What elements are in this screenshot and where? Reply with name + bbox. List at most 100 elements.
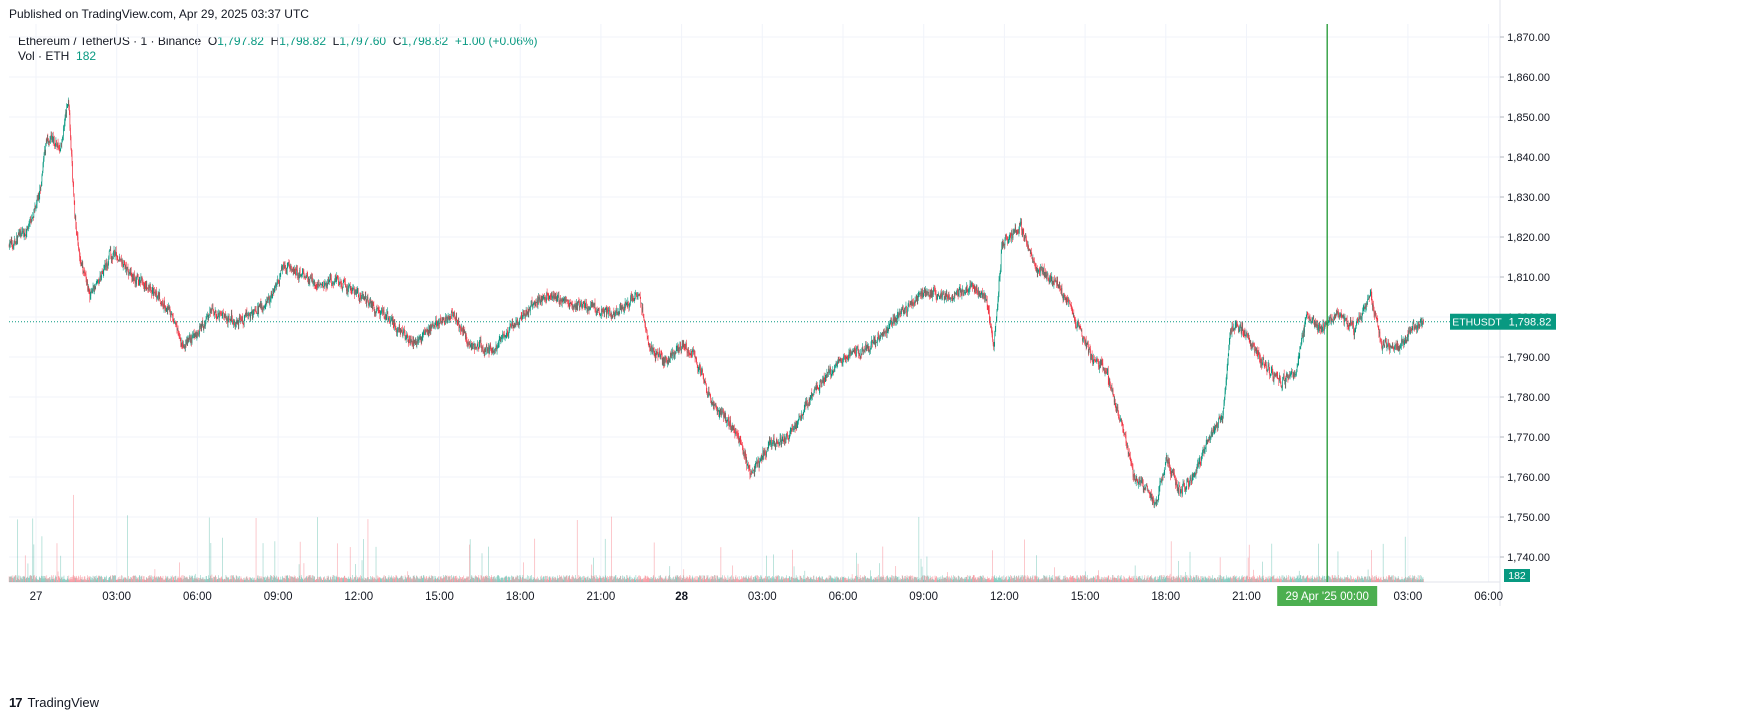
volume-bar xyxy=(53,578,55,582)
volume-bar xyxy=(990,579,991,582)
volume-bar xyxy=(462,579,464,582)
candle-body xyxy=(119,257,120,261)
volume-bar xyxy=(375,546,377,582)
candle-body xyxy=(614,312,615,317)
volume-bar xyxy=(879,577,881,582)
candle-body xyxy=(473,344,475,345)
volume-bar xyxy=(511,575,513,582)
candle-body xyxy=(346,286,347,291)
candle-body xyxy=(510,325,512,327)
candle-body xyxy=(327,283,328,286)
candle-body xyxy=(585,303,586,307)
volume-bar xyxy=(134,575,135,582)
volume-bar xyxy=(696,579,697,582)
candle-body xyxy=(331,283,333,284)
volume-bar xyxy=(920,579,921,582)
volume-bar xyxy=(697,577,699,582)
volume-bar xyxy=(1237,578,1238,582)
volume-bar xyxy=(484,576,486,582)
volume-bar xyxy=(1012,578,1013,582)
volume-bar xyxy=(1322,575,1323,582)
volume-bar xyxy=(1022,575,1024,582)
volume-bar xyxy=(921,566,923,582)
volume-bar xyxy=(111,578,113,582)
volume-bar xyxy=(982,577,983,582)
candle-body xyxy=(250,314,251,319)
volume-bar xyxy=(1086,579,1088,582)
volume-bar xyxy=(858,576,860,582)
volume-bar xyxy=(1015,579,1016,582)
volume-bar xyxy=(1360,577,1362,582)
volume-bar xyxy=(420,578,421,582)
volume-bar xyxy=(538,579,540,582)
volume-bar xyxy=(787,578,789,582)
volume-bar xyxy=(1204,579,1205,582)
candle-body xyxy=(204,325,206,326)
volume-bar xyxy=(540,576,541,582)
volume-bar xyxy=(378,578,380,582)
volume-bar xyxy=(1410,578,1411,582)
volume-bar xyxy=(1036,576,1038,582)
candle-body xyxy=(622,306,624,310)
volume-bar xyxy=(81,579,83,582)
volume-bar xyxy=(421,578,423,582)
volume-bar xyxy=(1074,578,1075,582)
volume-bar xyxy=(1253,569,1254,582)
candle-body xyxy=(162,302,164,306)
volume-bar xyxy=(1291,579,1292,582)
volume-bar xyxy=(37,579,39,582)
volume-bar xyxy=(661,577,663,582)
volume-bar xyxy=(700,575,701,582)
volume-bar xyxy=(1242,576,1244,582)
volume-bar xyxy=(116,579,118,582)
volume-bar xyxy=(243,577,245,582)
candle-body xyxy=(59,148,61,152)
volume-bar xyxy=(1288,575,1289,582)
volume-bar xyxy=(232,575,233,582)
candle-body xyxy=(266,301,268,305)
candle-body xyxy=(97,282,98,284)
candle-body xyxy=(92,289,93,294)
volume-bar xyxy=(1078,577,1079,582)
volume-bar xyxy=(274,541,276,582)
legend-volume-label[interactable]: Vol · ETH xyxy=(18,49,70,63)
volume-bar xyxy=(784,577,785,582)
volume-bar xyxy=(1303,576,1305,582)
volume-bar xyxy=(758,576,759,582)
volume-bar xyxy=(889,576,891,582)
volume-bar xyxy=(63,579,64,582)
volume-bar xyxy=(119,576,121,582)
candle-body xyxy=(204,325,205,327)
volume-bar xyxy=(993,576,995,582)
volume-bar xyxy=(1256,578,1258,582)
candle-body xyxy=(543,297,544,298)
volume-bar xyxy=(659,578,660,582)
candle-body xyxy=(94,286,95,290)
volume-bar xyxy=(1399,579,1401,582)
volume-bar xyxy=(1421,576,1422,582)
volume-bar xyxy=(452,577,453,582)
volume-bar xyxy=(369,579,371,582)
candle-body xyxy=(259,304,261,306)
volume-bar xyxy=(682,578,683,582)
volume-bar xyxy=(800,576,802,582)
candle-body xyxy=(300,275,301,277)
volume-bar xyxy=(342,577,344,582)
candle-body xyxy=(541,297,542,303)
price-chart[interactable]: 1,740.001,750.001,760.001,770.001,780.00… xyxy=(0,0,1755,690)
volume-bar xyxy=(307,575,309,582)
volume-bar xyxy=(660,576,662,582)
volume-bar xyxy=(1044,577,1046,582)
candle-body xyxy=(200,324,202,330)
candle-body xyxy=(518,322,520,325)
volume-bar xyxy=(1154,576,1156,582)
volume-bar xyxy=(1170,578,1171,582)
volume-bar xyxy=(527,579,529,582)
volume-bar xyxy=(626,575,628,582)
candle-body xyxy=(158,293,159,297)
volume-bar xyxy=(142,579,144,582)
volume-bar xyxy=(438,579,440,582)
volume-bar xyxy=(1250,577,1252,582)
candle-body xyxy=(246,311,247,315)
volume-bar xyxy=(1064,575,1065,582)
